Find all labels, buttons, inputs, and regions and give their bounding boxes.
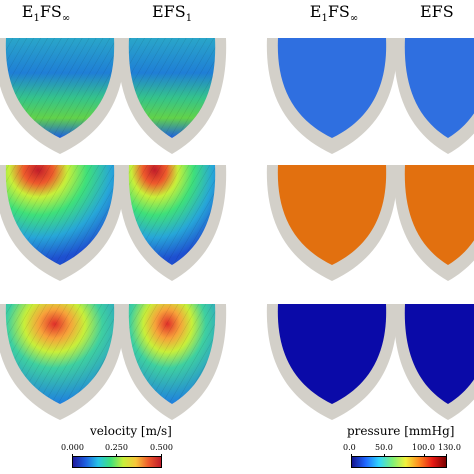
pressure-tick-mark-1 — [384, 454, 385, 457]
velocity-colorbar — [72, 456, 162, 468]
streamlines — [128, 304, 216, 404]
streamlines — [128, 38, 216, 138]
pressure-tick-0: 0.0 — [343, 443, 356, 452]
pressure-efs-row3 — [393, 304, 474, 420]
column-header-e1fsinf-left: E1FS∞ — [21, 2, 71, 25]
velocity-tick-mark-0 — [72, 454, 73, 457]
ventricle-cavity — [277, 304, 387, 404]
velocity-tick-2: 0.500 — [150, 443, 173, 452]
velocity-tick-mark-2 — [161, 454, 162, 457]
pressure-e1fsinf-row2 — [266, 165, 398, 281]
pressure-tick-3: 130.0 — [438, 443, 461, 452]
pressure-efs-row1 — [393, 38, 474, 154]
pressure-tick-2: 100.0 — [412, 443, 435, 452]
pressure-e1fsinf-row3 — [266, 304, 398, 420]
pressure-colorbar — [351, 456, 447, 468]
streamlines — [128, 165, 216, 265]
pressure-e1fsinf-row1 — [266, 38, 398, 154]
column-header-efs-right: EFS — [420, 2, 454, 21]
velocity-efs1-row2 — [117, 165, 227, 281]
velocity-e1fsinf-row1 — [0, 38, 126, 154]
pressure-efs-row2 — [393, 165, 474, 281]
ventricle-cavity — [277, 165, 387, 265]
velocity-e1fsinf-row2 — [0, 165, 126, 281]
ventricle-cavity — [404, 165, 474, 265]
velocity-tick-1: 0.250 — [105, 443, 128, 452]
velocity-tick-mark-1 — [116, 454, 117, 457]
pressure-tick-mark-3 — [446, 454, 447, 457]
column-header-efs1: EFS1 — [151, 2, 193, 25]
ventricle-cavity — [277, 38, 387, 138]
streamlines — [5, 38, 115, 138]
velocity-efs1-row3 — [117, 304, 227, 420]
pressure-tick-mark-0 — [351, 454, 352, 457]
pressure-tick-mark-2 — [424, 454, 425, 457]
pressure-colorbar-title: pressure [mmHg] — [347, 424, 455, 438]
streamlines — [5, 304, 115, 404]
velocity-efs1-row1 — [117, 38, 227, 154]
pressure-tick-1: 50.0 — [375, 443, 393, 452]
ventricle-cavity — [404, 304, 474, 404]
velocity-e1fsinf-row3 — [0, 304, 126, 420]
velocity-tick-0: 0.000 — [61, 443, 84, 452]
velocity-colorbar-title: velocity [m/s] — [90, 424, 172, 438]
ventricle-cavity — [404, 38, 474, 138]
streamlines — [5, 165, 115, 265]
column-header-e1fsinf-right: E1FS∞ — [309, 2, 359, 25]
